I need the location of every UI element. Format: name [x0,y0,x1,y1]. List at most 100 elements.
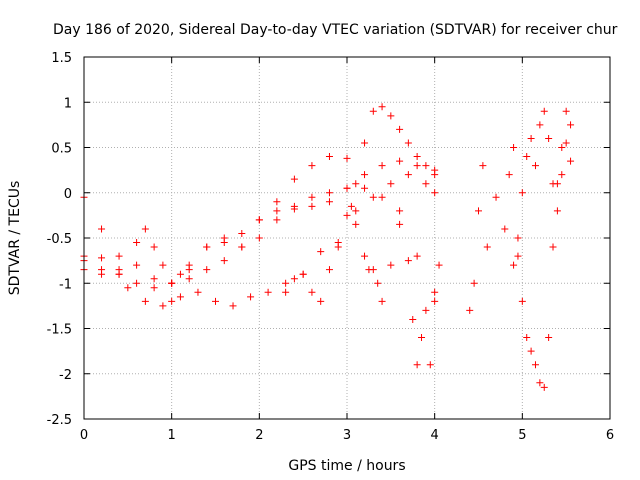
series-satellite-track-D [80,184,439,305]
y-tick-label: 0.5 [51,142,72,157]
data-point [501,225,509,233]
x-tick-label: 5 [518,428,526,443]
data-point [352,180,360,188]
data-point [220,239,228,247]
data-point [273,216,281,224]
data-point [470,279,478,287]
data-point [325,189,333,197]
data-point [150,284,158,292]
series-satellite-track-F [466,107,575,391]
data-point [98,266,106,274]
data-point [212,297,219,305]
data-point [536,379,544,387]
data-point [229,302,237,310]
y-tick-label: -2 [59,368,72,383]
series-satellite-track-E [282,202,443,369]
data-point [168,297,176,305]
series-satellite-track-G [510,107,575,269]
chart-title: Day 186 of 2020, Sidereal Day-to-day VTE… [53,22,618,38]
data-point [567,157,575,165]
data-point [505,171,513,179]
data-point [378,193,386,201]
data-point [558,144,566,151]
data-point [115,252,123,260]
data-point [194,288,202,296]
data-point [435,261,443,269]
data-point [361,139,369,147]
data-point [422,162,430,170]
y-tick-label: -1 [59,277,72,292]
data-point [308,288,316,296]
y-tick-label: -1.5 [47,323,72,338]
data-point [523,153,531,161]
data-point [133,239,141,247]
data-point [369,193,377,201]
data-point [255,216,263,224]
data-point [518,189,526,197]
data-point [431,166,439,174]
x-tick-label: 3 [343,428,351,443]
data-point [540,107,548,115]
y-tick-label: -2.5 [47,413,72,428]
data-point [545,334,553,342]
data-point [159,302,167,310]
data-point [404,171,412,179]
data-point [475,207,482,215]
x-tick-label: 6 [606,428,614,443]
data-point [378,297,386,305]
data-point [124,284,132,292]
data-point [567,121,575,129]
data-point [549,180,557,188]
y-tick-label: 1.5 [51,51,72,66]
plot-frame [83,56,611,420]
data-point [413,153,421,161]
data-point [343,184,351,192]
data-point [238,243,246,251]
data-point [290,275,298,283]
data-point [431,189,439,197]
data-point [531,162,539,170]
x-axis-label: GPS time / hours [288,458,405,474]
data-point [203,243,211,251]
data-point [404,139,412,147]
y-tick-label: 0 [64,187,72,202]
data-point [396,220,404,228]
x-tick-label: 4 [431,428,439,443]
data-point [396,207,404,215]
data-point [325,266,333,274]
data-point [540,383,548,391]
data-point [422,180,430,188]
data-point [325,153,333,161]
data-point [361,252,369,260]
data-point [527,134,535,142]
data-point [387,180,395,188]
data-point [396,157,404,165]
data-point [141,297,149,305]
x-tick-label: 1 [168,428,176,443]
y-tick-label: -0.5 [47,232,72,247]
x-tick-label: 0 [80,428,88,443]
data-point [387,261,395,269]
data-point [518,297,526,305]
data-point [133,279,141,287]
data-point [378,103,386,111]
data-point [299,270,307,278]
data-point [510,261,518,269]
data-point [422,306,430,314]
data-point [247,293,255,301]
data-point [413,162,421,170]
data-point [409,315,417,323]
data-point [334,243,342,251]
data-point [264,288,272,296]
data-point [220,257,228,265]
data-point [282,279,290,287]
data-point [150,275,158,283]
data-point [558,171,566,179]
data-point [536,121,544,129]
data-point [413,361,421,369]
data-point [317,297,325,305]
data-point [343,154,351,162]
series-satellite-track-B [80,171,439,310]
data-point [378,162,386,170]
data-point [159,261,167,269]
